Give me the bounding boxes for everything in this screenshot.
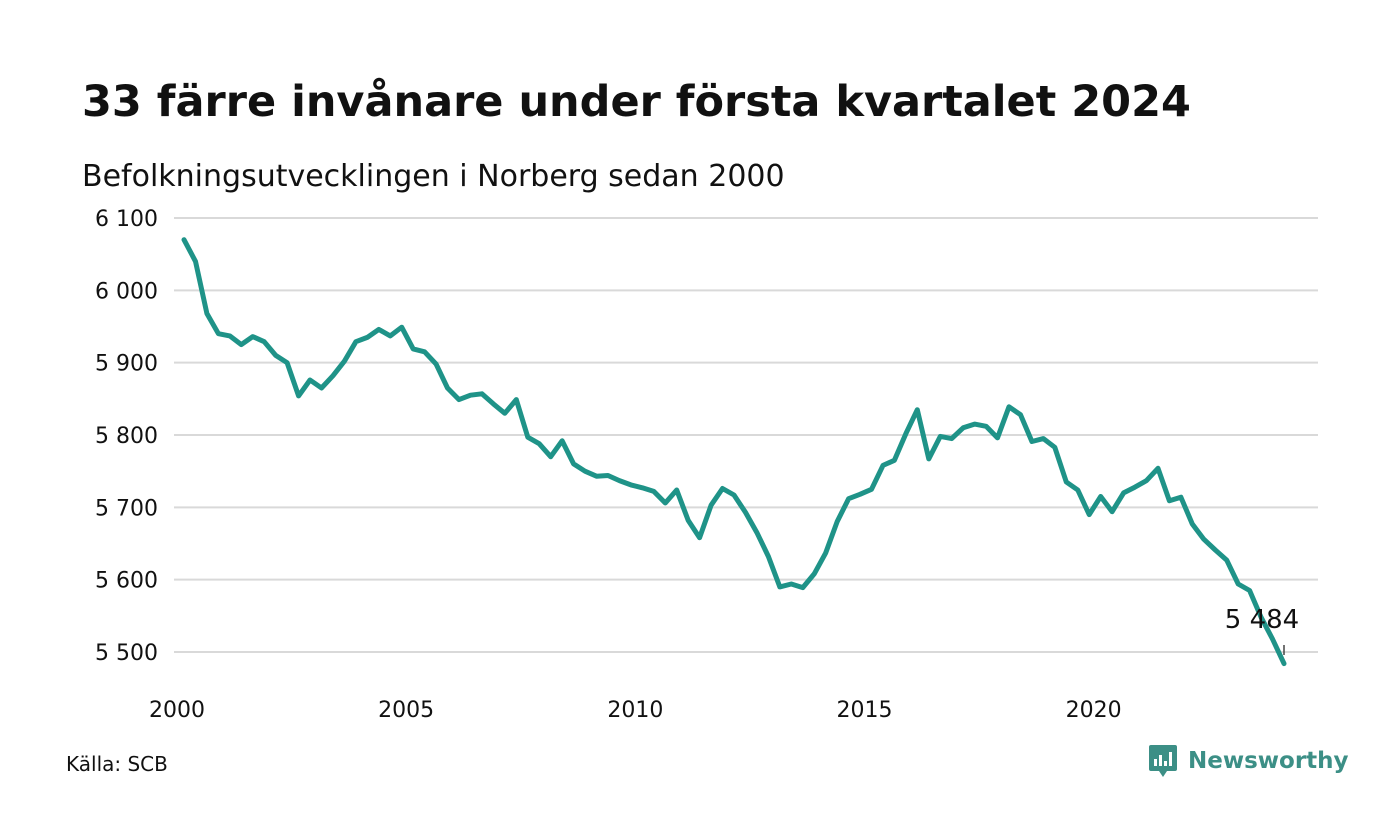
y-tick-label: 5 700 xyxy=(95,496,158,521)
x-tick-label: 2010 xyxy=(607,698,663,723)
newsworthy-logo-icon xyxy=(1149,745,1177,777)
annotation-layer: 5 484 xyxy=(1225,605,1299,655)
y-tick-label: 5 900 xyxy=(95,352,158,377)
x-tick-label: 2005 xyxy=(378,698,434,723)
series-line xyxy=(181,237,1287,667)
x-tick-label: 2000 xyxy=(149,698,205,723)
annotation-label: 5 484 xyxy=(1225,605,1299,635)
chart-title: 33 färre invånare under första kvartalet… xyxy=(82,77,1191,127)
brand-logo[interactable]: Newsworthy xyxy=(1148,744,1349,778)
y-tick-label: 5 600 xyxy=(95,569,158,594)
grid-lines xyxy=(174,217,1318,653)
series-layer xyxy=(181,237,1287,667)
x-tick-label: 2020 xyxy=(1066,698,1122,723)
x-tick-label: 2015 xyxy=(837,698,893,723)
chart-subtitle: Befolkningsutvecklingen i Norberg sedan … xyxy=(82,159,785,194)
y-axis-ticks: 5 500 5 600 5 700 5 800 5 900 6 000 6 100 xyxy=(95,207,158,666)
y-tick-label: 5 500 xyxy=(95,641,158,666)
source-note: Källa: SCB xyxy=(66,752,168,776)
y-tick-label: 6 100 xyxy=(95,207,158,232)
x-axis-ticks: 2000 2005 2010 2015 2020 xyxy=(149,698,1122,723)
brand-name: Newsworthy xyxy=(1188,748,1349,774)
y-tick-label: 6 000 xyxy=(95,279,158,304)
y-tick-label: 5 800 xyxy=(95,424,158,449)
